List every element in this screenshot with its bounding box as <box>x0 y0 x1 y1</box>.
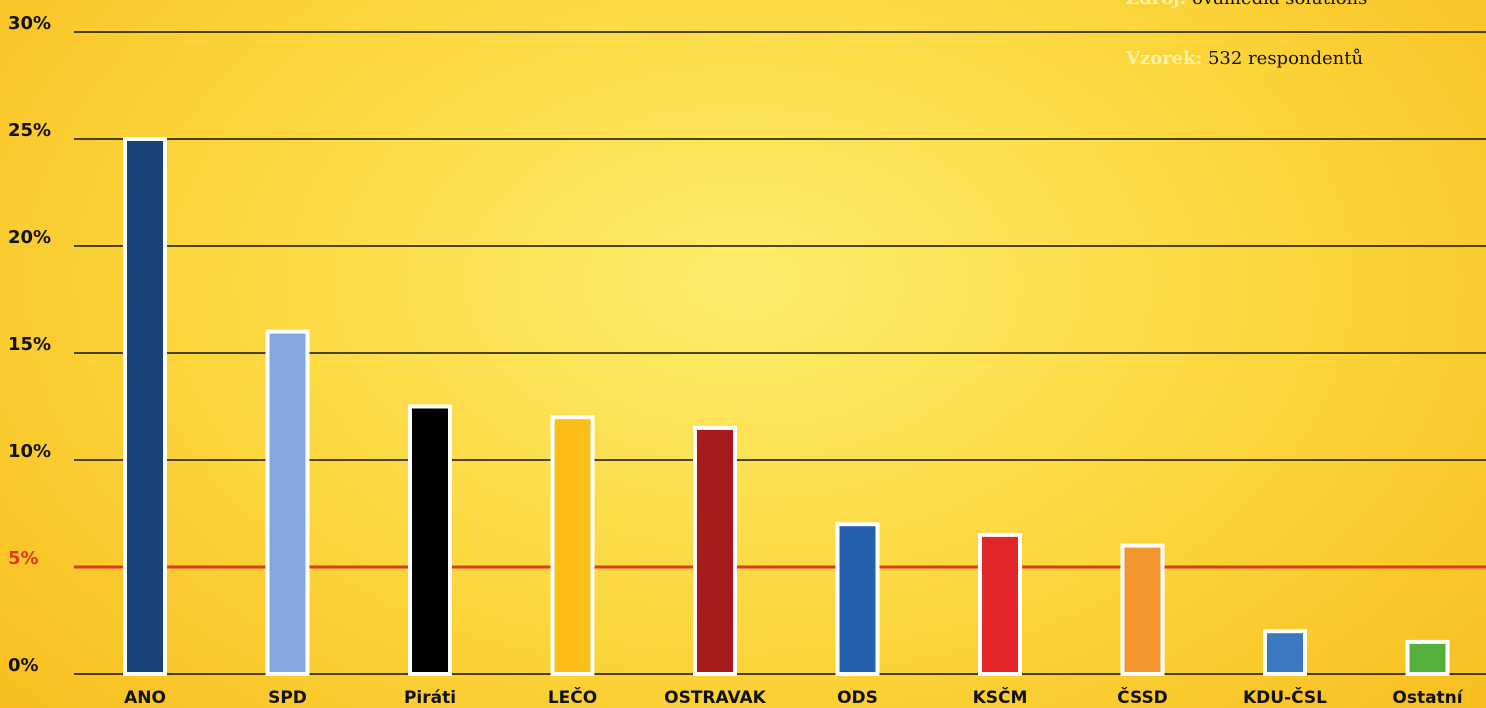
y-tick-label: 25% <box>8 120 51 141</box>
x-category-label: Ostatní <box>1392 688 1463 708</box>
y-tick-label: 15% <box>8 334 51 355</box>
bar-ksčm <box>978 532 1022 677</box>
bar-ano <box>123 137 167 676</box>
y-tick-label: 30% <box>8 13 51 34</box>
x-category-label: ČSSD <box>1117 686 1168 708</box>
x-category-label: LEČO <box>548 686 597 708</box>
x-category-label: Piráti <box>404 688 456 708</box>
source-note: Zdroj: ovamedia solutions <box>1126 0 1476 9</box>
x-category-label: KSČM <box>973 686 1028 708</box>
bar-kdu-čsl <box>1263 629 1307 677</box>
x-category-label: OSTRAVAK <box>664 688 767 708</box>
bar-lečo <box>550 415 595 676</box>
y-tick-label: 5% <box>8 548 39 569</box>
sample-note: Vzorek: 532 respondentů <box>1126 48 1476 69</box>
bar-ods <box>835 522 880 677</box>
y-axis-labels: 0% 5% 10% 15% 20% 25% 30% <box>8 13 51 676</box>
source-key: Zdroj: <box>1126 0 1186 9</box>
bar-čssd <box>1120 543 1165 676</box>
bar-ostravak <box>693 425 737 676</box>
bar-piráti <box>408 404 452 676</box>
sample-value: 532 respondentů <box>1207 48 1364 69</box>
x-category-label: ODS <box>837 688 878 708</box>
x-category-label: ANO <box>124 688 166 708</box>
source-value: ovamedia solutions <box>1192 0 1367 9</box>
y-tick-label: 0% <box>8 655 39 676</box>
sample-key: Vzorek: <box>1126 48 1203 69</box>
bar-ostatní <box>1405 639 1450 677</box>
y-tick-label: 20% <box>8 227 51 248</box>
x-category-label: SPD <box>268 688 307 708</box>
bar-spd <box>265 329 310 676</box>
x-category-label: KDU-ČSL <box>1243 686 1327 708</box>
x-axis-labels: ANO SPD Piráti LEČO OSTRAVAK ODS KSČM ČSSD KDU-Č… <box>124 686 1464 708</box>
y-tick-label: 10% <box>8 441 51 462</box>
bars <box>123 137 1450 677</box>
